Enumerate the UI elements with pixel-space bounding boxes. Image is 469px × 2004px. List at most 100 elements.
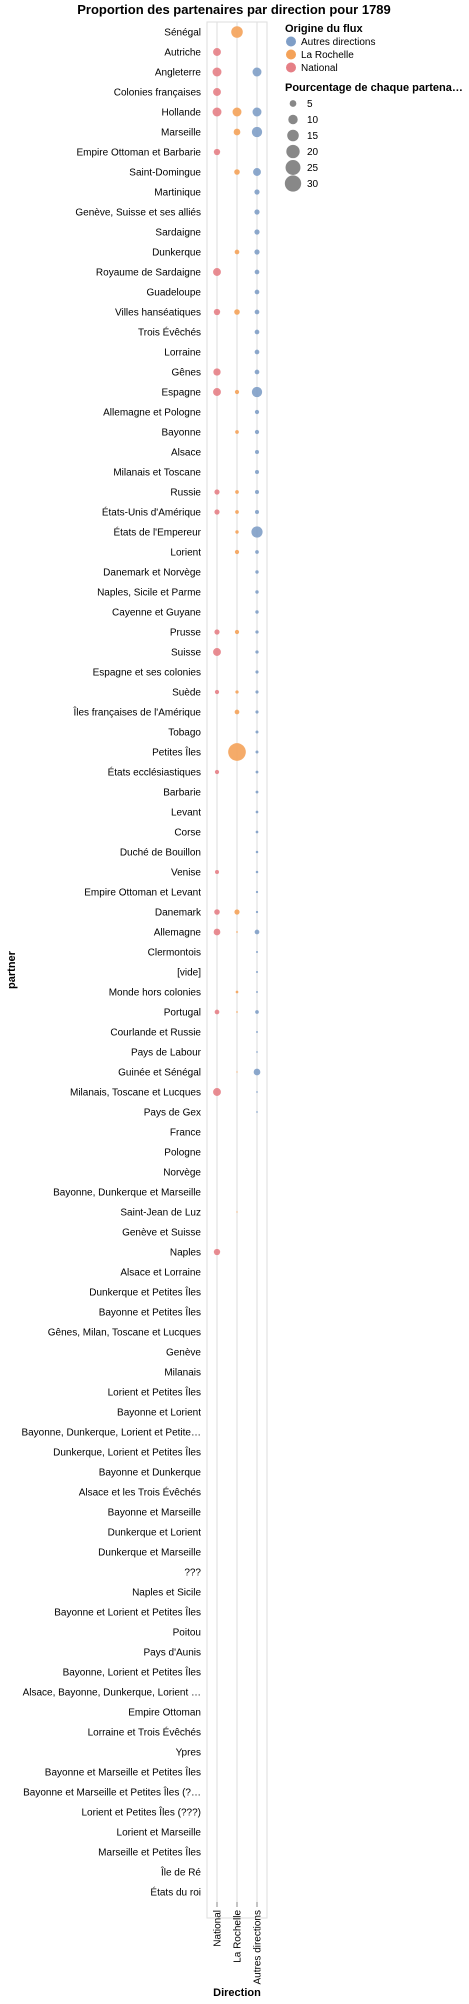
data-point bbox=[255, 850, 259, 854]
y-tick-label: Lorraine bbox=[164, 348, 201, 359]
y-tick-label: Norvège bbox=[163, 1168, 201, 1179]
data-point bbox=[254, 409, 260, 415]
y-tick-label: Trois Évêchés bbox=[138, 326, 201, 339]
legend-size-swatch bbox=[286, 144, 300, 159]
y-tick-label: Pologne bbox=[164, 1148, 201, 1159]
data-point bbox=[256, 1111, 258, 1113]
x-tick-label: La Rochelle bbox=[233, 1910, 244, 1963]
data-point bbox=[254, 209, 260, 215]
x-axis-title: Direction bbox=[213, 1987, 261, 1999]
y-tick-label: Angleterre bbox=[155, 68, 202, 79]
y-tick-label: Bayonne et Marseille et Petites Îles bbox=[45, 1766, 201, 1779]
legend-color-swatch bbox=[286, 49, 296, 60]
y-tick-label: Naples et Sicile bbox=[132, 1588, 201, 1599]
y-tick-label: Alsace bbox=[171, 448, 201, 459]
legend-size-label: 15 bbox=[307, 131, 319, 142]
y-tick-label: Alsace et Lorraine bbox=[120, 1268, 201, 1279]
data-point bbox=[235, 990, 239, 994]
x-axis: National La Rochelle Autres directions bbox=[213, 1902, 264, 1984]
data-point bbox=[256, 1031, 258, 1033]
y-tick-label: États du roi bbox=[150, 1886, 201, 1899]
y-tick-label: Espagne et ses colonies bbox=[93, 668, 201, 679]
legend-size-label: 30 bbox=[307, 179, 319, 190]
legend-size-swatch bbox=[288, 114, 298, 125]
y-tick-label: Clermontois bbox=[148, 948, 201, 959]
data-point bbox=[254, 369, 260, 375]
y-tick-label: Bayonne et Petites Îles bbox=[99, 1306, 201, 1319]
plot-frame bbox=[206, 21, 268, 1919]
legend-size-swatch bbox=[287, 129, 299, 142]
y-tick-label: Gênes, Milan, Toscane et Lucques bbox=[48, 1328, 201, 1339]
data-point bbox=[228, 743, 246, 761]
y-tick-label: Venise bbox=[171, 868, 201, 879]
data-points bbox=[212, 26, 263, 1256]
legend-color-label: La Rochelle bbox=[301, 50, 354, 61]
data-point bbox=[215, 870, 219, 874]
data-point bbox=[254, 329, 260, 335]
y-tick-label: Bayonne et Lorient bbox=[117, 1408, 201, 1419]
y-tick-label: Petites Îles bbox=[152, 746, 201, 759]
x-tick-label: Autres directions bbox=[253, 1910, 264, 1984]
y-tick-label: Cayenne et Guyane bbox=[112, 608, 201, 619]
data-point bbox=[254, 189, 260, 195]
data-point bbox=[234, 909, 240, 915]
legend-color-swatch bbox=[286, 36, 296, 47]
y-tick-label: États ecclésiastiques bbox=[108, 766, 201, 779]
y-tick-label: Naples, Sicile et Parme bbox=[97, 588, 201, 599]
y-tick-label: Espagne bbox=[162, 388, 202, 399]
data-point bbox=[234, 169, 240, 175]
data-point bbox=[254, 309, 260, 315]
legend-color-title: Origine du flux bbox=[285, 23, 363, 35]
data-point bbox=[234, 389, 240, 395]
data-point bbox=[255, 570, 259, 574]
y-tick-label: Pays d'Aunis bbox=[144, 1648, 202, 1659]
data-point bbox=[214, 629, 220, 635]
y-tick-label: Colonies françaises bbox=[114, 88, 201, 99]
y-tick-label: Bayonne et Marseille bbox=[108, 1508, 202, 1519]
y-tick-label: Ypres bbox=[176, 1748, 201, 1759]
y-tick-label: Guadeloupe bbox=[147, 288, 202, 299]
data-point bbox=[235, 690, 239, 694]
legend-size-label: 5 bbox=[307, 99, 313, 110]
y-tick-label: Genève et Suisse bbox=[122, 1228, 201, 1239]
data-point bbox=[214, 909, 220, 915]
data-point bbox=[254, 289, 260, 295]
y-tick-label: Milanais et Toscane bbox=[113, 468, 201, 479]
y-tick-label: Empire Ottoman et Barbarie bbox=[77, 148, 202, 159]
data-point bbox=[251, 386, 263, 398]
y-tick-label: Corse bbox=[174, 828, 201, 839]
data-point bbox=[255, 710, 259, 714]
y-tick-label: Naples bbox=[170, 1248, 201, 1259]
legend-size-label: 25 bbox=[307, 163, 319, 174]
y-tick-label: Sardaigne bbox=[155, 228, 201, 239]
data-point bbox=[253, 168, 261, 176]
data-point bbox=[212, 67, 222, 77]
data-point bbox=[255, 670, 259, 674]
data-point bbox=[252, 67, 262, 77]
legend-size-label: 10 bbox=[307, 115, 319, 126]
data-point bbox=[234, 309, 240, 315]
legend-color-label: Autres directions bbox=[301, 37, 375, 48]
data-point bbox=[255, 890, 259, 894]
y-tick-label: Lorraine et Trois Évêchés bbox=[88, 1726, 201, 1739]
data-point bbox=[235, 490, 239, 494]
data-point bbox=[255, 510, 259, 514]
y-tick-label: Alsace et les Trois Évêchés bbox=[79, 1486, 201, 1499]
chart-title: Proportion des partenaires par direction… bbox=[77, 2, 391, 17]
data-point bbox=[236, 931, 238, 933]
data-point bbox=[213, 928, 221, 936]
y-tick-label: Tobago bbox=[168, 728, 201, 739]
data-point bbox=[214, 689, 220, 695]
data-point bbox=[214, 509, 220, 515]
y-tick-label: Pays de Gex bbox=[144, 1108, 201, 1119]
data-point bbox=[213, 1088, 221, 1096]
data-point bbox=[255, 630, 259, 634]
data-point bbox=[255, 690, 259, 694]
data-point bbox=[235, 510, 239, 514]
y-tick-label: [vide] bbox=[177, 968, 201, 979]
y-axis-title: partner bbox=[6, 950, 18, 989]
y-tick-label: Dunkerque bbox=[152, 248, 201, 259]
data-point bbox=[213, 268, 221, 276]
y-tick-label: Milanais bbox=[164, 1368, 201, 1379]
